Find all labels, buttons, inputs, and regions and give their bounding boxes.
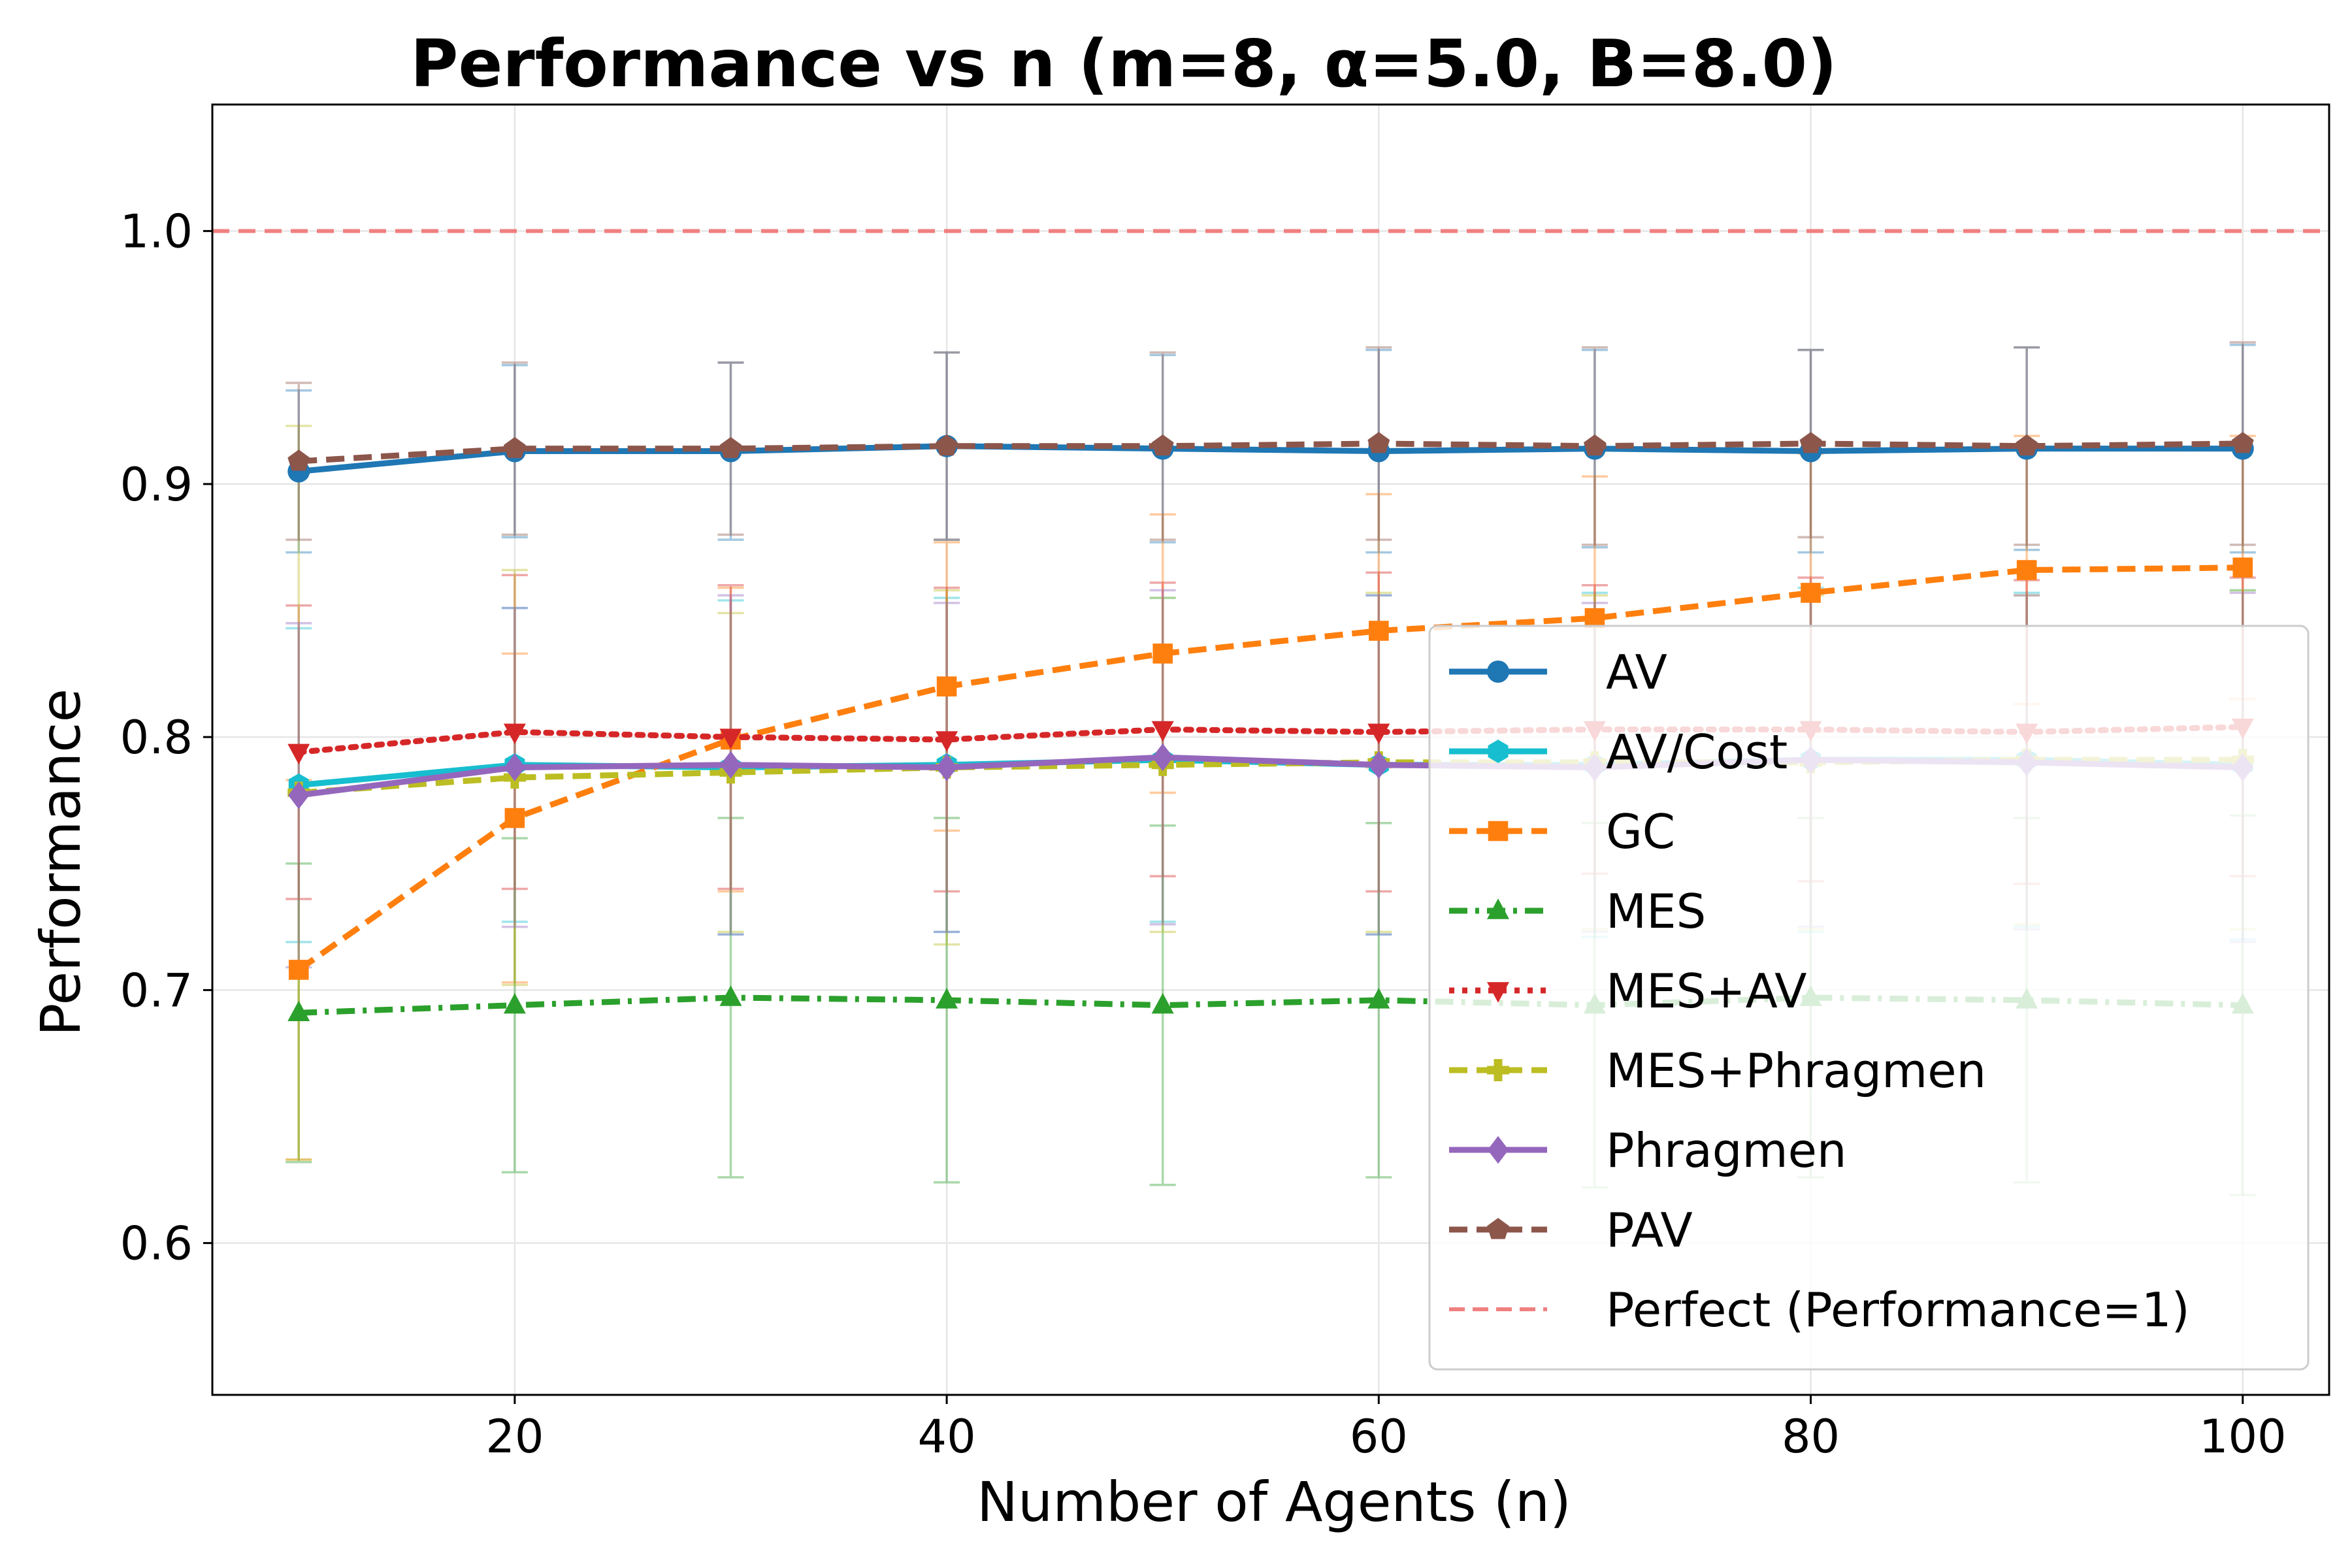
x-tick-label-3: 80 xyxy=(1782,1410,1840,1463)
data-point xyxy=(1801,583,1821,603)
legend-marker xyxy=(1487,898,1509,919)
legend-label-6: Phragmen xyxy=(1606,1123,1847,1178)
legend-marker xyxy=(1487,982,1509,1003)
legend: AV AV/Cost GC MES MES+AV MES+Phragmen Phragmen… xyxy=(1428,625,2310,1371)
legend-frame xyxy=(1428,625,2310,1371)
legend-item-8: Perfect (Performance=1) xyxy=(1449,1282,2190,1337)
data-point xyxy=(719,436,742,459)
data-point xyxy=(287,1000,310,1021)
legend-marker xyxy=(1488,740,1509,763)
legend-label-8: Perfect (Performance=1) xyxy=(1606,1282,2190,1337)
series-line-7 xyxy=(298,440,2243,465)
legend-item-7: PAV xyxy=(1449,1203,1693,1258)
y-tick-label-0: 0.6 xyxy=(120,1217,193,1271)
y-tick-label-1: 0.7 xyxy=(120,964,193,1017)
data-point xyxy=(1584,608,1605,629)
legend-item-3: MES xyxy=(1449,884,1706,939)
x-axis-label: Number of Agents (n) xyxy=(977,1470,1571,1534)
x-tick-label-4: 100 xyxy=(2199,1410,2287,1463)
data-point xyxy=(504,753,526,781)
data-point xyxy=(1369,621,1389,641)
data-point xyxy=(1367,432,1390,453)
data-point xyxy=(2232,557,2253,578)
data-point xyxy=(1152,743,1173,772)
y-axis-label: Performance xyxy=(29,689,93,1036)
data-point xyxy=(1367,723,1390,745)
data-point xyxy=(1583,434,1606,456)
data-point xyxy=(287,449,310,471)
x-tick-label-2: 60 xyxy=(1350,1410,1408,1463)
data-point xyxy=(1368,751,1390,779)
data-point xyxy=(936,731,958,752)
legend-item-6: Phragmen xyxy=(1449,1123,1847,1178)
legend-label-2: GC xyxy=(1606,804,1675,859)
series-line-2 xyxy=(297,564,2243,973)
data-point xyxy=(2016,560,2037,580)
legend-marker xyxy=(1487,1218,1509,1239)
legend-item-4: MES+AV xyxy=(1449,964,1807,1019)
legend-label-4: MES+AV xyxy=(1606,964,1807,1019)
plot-frame xyxy=(211,103,2330,1396)
y-tick-label-2: 0.8 xyxy=(120,711,193,764)
legend-marker xyxy=(1487,1135,1509,1164)
data-point xyxy=(936,753,958,781)
data-point xyxy=(504,808,525,828)
data-point xyxy=(720,751,742,779)
data-point xyxy=(287,743,310,765)
data-point xyxy=(1151,721,1174,742)
series-line-0 xyxy=(298,443,2243,474)
legend-item-5: MES+Phragmen xyxy=(1449,1043,1986,1098)
data-point xyxy=(2016,434,2038,456)
data-point xyxy=(936,988,958,1009)
data-point xyxy=(288,960,309,980)
series-2 xyxy=(288,557,2253,980)
x-tick-label-1: 40 xyxy=(918,1410,976,1463)
data-point xyxy=(1151,434,1174,456)
legend-marker xyxy=(1487,661,1509,683)
data-point xyxy=(719,728,742,749)
data-point xyxy=(1367,988,1390,1009)
legend-item-0: AV xyxy=(1449,645,1667,700)
data-point xyxy=(2231,432,2254,453)
data-point xyxy=(936,676,957,696)
y-tick-label-3: 0.9 xyxy=(120,458,193,512)
data-point xyxy=(1151,992,1174,1014)
data-point xyxy=(1799,432,1822,453)
legend-label-0: AV xyxy=(1606,645,1667,700)
data-point xyxy=(719,985,742,1006)
data-point xyxy=(288,781,310,809)
data-point xyxy=(1152,644,1173,664)
data-point xyxy=(503,723,526,745)
legend-label-5: MES+Phragmen xyxy=(1606,1043,1986,1098)
series-7 xyxy=(287,432,2254,471)
legend-label-1: AV/Cost xyxy=(1606,725,1788,779)
data-point xyxy=(503,436,526,459)
legend-item-2: GC xyxy=(1449,804,1675,859)
legend-label-3: MES xyxy=(1606,884,1706,939)
chart-title: Performance vs n (m=8, α=5.0, B=8.0) xyxy=(410,25,1837,102)
legend-marker xyxy=(1488,821,1509,841)
data-point xyxy=(503,992,526,1014)
y-tick-label-4: 1.0 xyxy=(120,205,193,259)
legend-item-1: AV/Cost xyxy=(1449,725,1788,779)
legend-label-7: PAV xyxy=(1606,1203,1693,1258)
data-point xyxy=(936,434,958,456)
legend-marker xyxy=(1487,1059,1509,1081)
x-tick-label-0: 20 xyxy=(485,1410,544,1463)
